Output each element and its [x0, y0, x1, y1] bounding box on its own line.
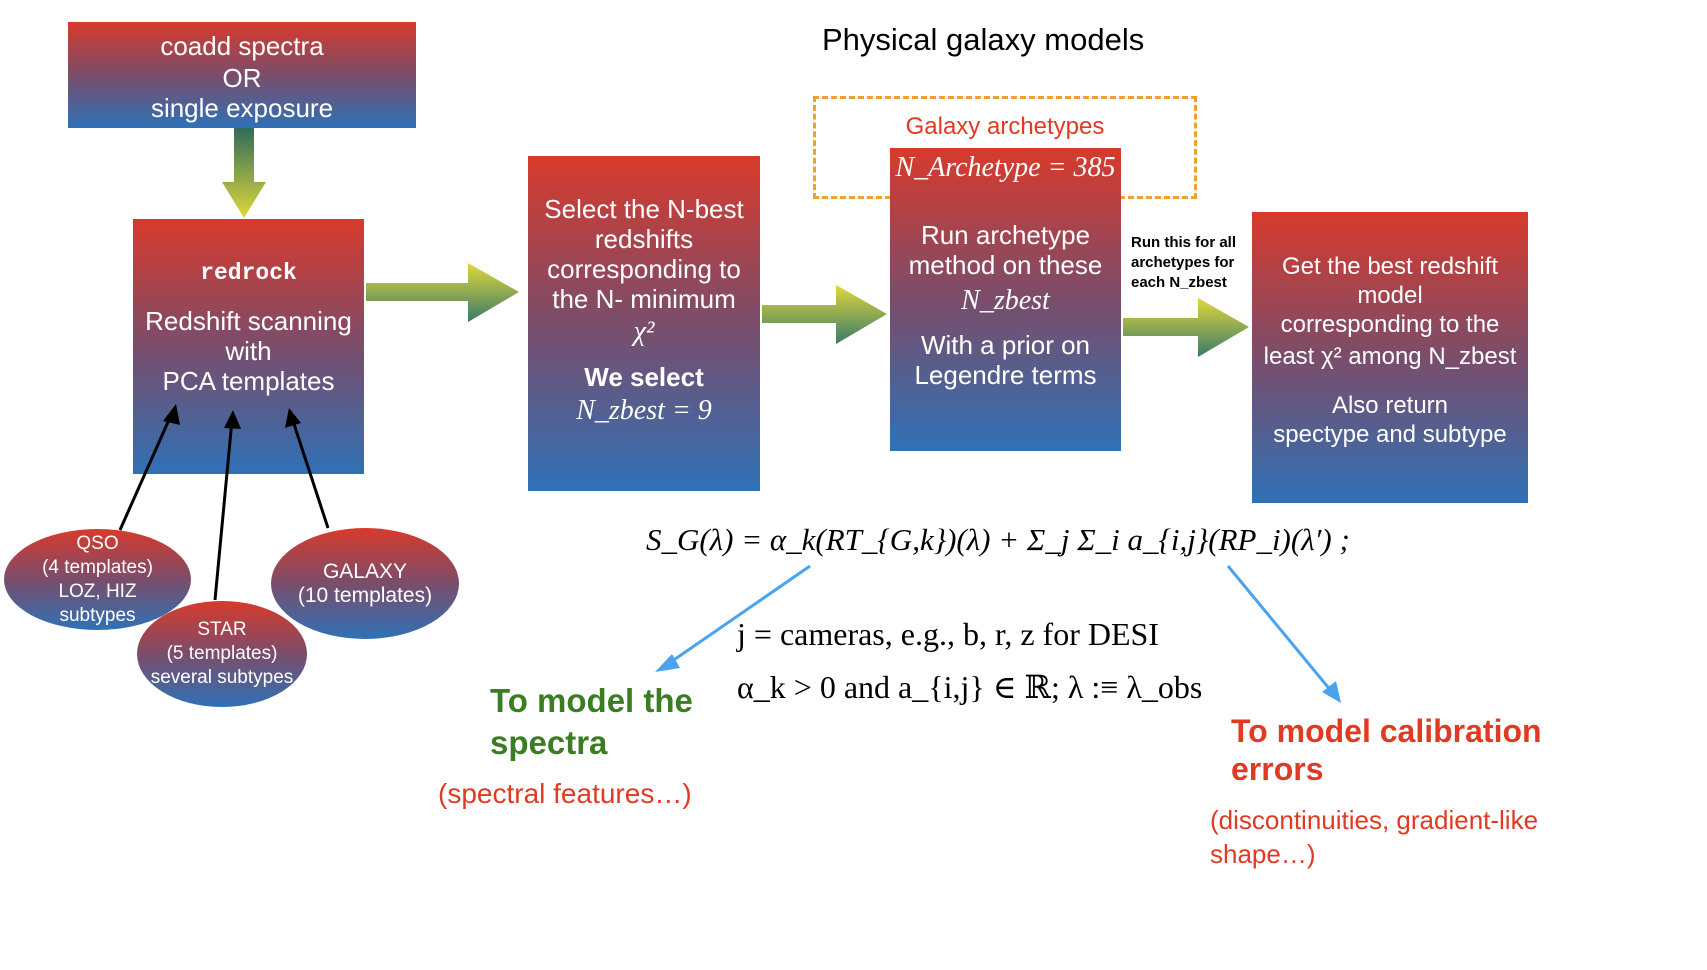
calib-annotation-title: To model calibration errors — [1231, 712, 1542, 788]
calib-title-line-2: errors — [1231, 751, 1324, 787]
input-line-2: OR — [222, 63, 262, 93]
arrow-archetype-to-result — [1123, 298, 1249, 357]
input-box: coadd spectra OR single exposure — [68, 22, 416, 128]
select-chi2: χ² — [633, 316, 655, 347]
star-templates-ellipse: STAR (5 templates) several subtypes — [137, 601, 307, 707]
archetype-nzbest: N_zbest — [961, 285, 1050, 316]
select-nzbest: N_zbest = 9 — [576, 395, 712, 426]
qso-subtypes: LOZ, HIZ — [58, 580, 137, 602]
redrock-box: redrock Redshift scanning with PCA templ… — [133, 219, 364, 474]
main-equation: S_G(λ) = α_k(RT_{G,k})(λ) + Σ_j Σ_i a_{i… — [646, 522, 1350, 557]
select-line-2: redshifts — [594, 224, 694, 254]
galaxy-name: GALAXY — [322, 559, 408, 583]
qso-subtypes-label: subtypes — [59, 604, 136, 626]
arrow-note-line-1: Run this for all — [1131, 234, 1236, 251]
result-line-1: Get the best redshift — [1281, 253, 1499, 280]
archetype-line-4: Legendre terms — [914, 360, 1097, 390]
calib-pointer-head — [1322, 681, 1341, 703]
galaxy-count: (10 templates) — [297, 583, 433, 607]
result-line-5: Also return — [1331, 392, 1449, 419]
spectra-title-line-2: spectra — [490, 724, 608, 761]
result-line-3: corresponding to the — [1280, 311, 1500, 338]
archetype-header: Galaxy archetypes — [905, 113, 1105, 140]
star-count: (5 templates) — [166, 643, 278, 664]
spectra-pointer-head — [655, 654, 680, 672]
archetype-line-3: With a prior on — [920, 330, 1091, 360]
redrock-name: redrock — [200, 260, 297, 286]
spectra-annotation-sub: (spectral features…) — [438, 778, 692, 809]
redrock-line-3: PCA templates — [162, 366, 335, 396]
diagram-title: Physical galaxy models — [822, 22, 1145, 57]
qso-count: (4 templates) — [42, 556, 153, 578]
qso-name: QSO — [76, 532, 119, 554]
arrow-note: Run this for all archetypes for each N_z… — [1131, 233, 1236, 293]
star-name: STAR — [197, 619, 247, 640]
input-line-1: coadd spectra — [160, 31, 324, 61]
result-line-4: least χ² among N_zbest — [1263, 343, 1517, 370]
spectra-annotation-title: To model the spectra — [490, 680, 693, 764]
calib-title-line-1: To model calibration — [1231, 713, 1542, 749]
archetype-count: N_Archetype = 385 — [895, 152, 1116, 183]
archetype-line-1: Run archetype — [920, 220, 1091, 250]
arrow-input-to-redrock — [222, 128, 266, 218]
calib-pointer — [1226, 565, 1334, 693]
arrow-redrock-to-select — [366, 263, 519, 322]
archetype-box: N_Archetype = 385 Run archetype method o… — [890, 148, 1121, 451]
qso-templates-ellipse: QSO (4 templates) LOZ, HIZ subtypes — [4, 529, 191, 630]
redrock-line-2: with — [225, 336, 272, 366]
archetype-line-2: method on these — [908, 250, 1103, 280]
arrow-select-to-archetype — [762, 285, 887, 344]
calib-sub-line-1: (discontinuities, gradient-like — [1210, 805, 1539, 835]
cameras-equation: j = cameras, e.g., b, r, z for DESI — [737, 616, 1159, 652]
result-line-2: model — [1357, 282, 1423, 309]
input-line-3: single exposure — [150, 93, 334, 123]
select-line-3: corresponding to — [547, 254, 741, 284]
select-label: We select — [584, 362, 704, 392]
spectra-title-line-1: To model the — [490, 682, 693, 719]
select-box: Select the N-best redshifts correspondin… — [528, 156, 760, 491]
galaxy-templates-ellipse: GALAXY (10 templates) — [271, 528, 459, 639]
select-line-1: Select the N-best — [544, 194, 744, 224]
result-box: Get the best redshift model correspondin… — [1252, 212, 1528, 503]
arrow-note-line-3: each N_zbest — [1131, 274, 1227, 291]
calib-annotation-sub: (discontinuities, gradient-like shape…) — [1210, 803, 1538, 871]
constraints-equation: α_k > 0 and a_{i,j} ∈ ℝ; λ :≡ λ_obs — [737, 669, 1203, 705]
star-subtypes: several subtypes — [150, 667, 294, 688]
redrock-line-1: Redshift scanning — [145, 306, 352, 336]
select-line-4: the N- minimum — [552, 284, 736, 314]
calib-sub-line-2: shape…) — [1210, 839, 1316, 869]
result-line-6: spectype and subtype — [1273, 421, 1507, 448]
arrow-note-line-2: archetypes for — [1131, 254, 1235, 271]
